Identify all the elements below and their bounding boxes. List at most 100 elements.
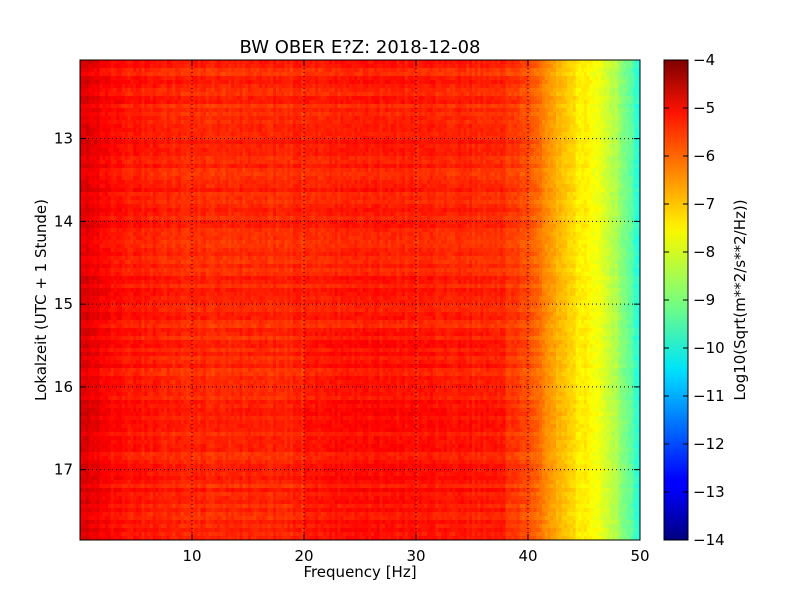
- heatmap-cell: [438, 104, 441, 108]
- heatmap-cell: [520, 140, 523, 144]
- heatmap-cell: [88, 108, 91, 112]
- heatmap-cell: [461, 148, 464, 152]
- heatmap-cell: [94, 112, 97, 116]
- heatmap-cell: [245, 136, 248, 140]
- heatmap-cell: [273, 112, 276, 116]
- heatmap-cell: [220, 88, 223, 92]
- heatmap-cell: [606, 112, 609, 116]
- heatmap-cell: [279, 156, 282, 160]
- heatmap-cell: [520, 100, 523, 104]
- heatmap-cell: [338, 88, 341, 92]
- heatmap-cell: [315, 88, 318, 92]
- heatmap-cell: [349, 84, 352, 88]
- heatmap-cell: [478, 96, 481, 100]
- heatmap-cell: [438, 60, 441, 64]
- heatmap-cell: [438, 156, 441, 160]
- heatmap-cell: [357, 128, 360, 132]
- heatmap-cell: [290, 80, 293, 84]
- heatmap-cell: [338, 116, 341, 120]
- heatmap-cell: [226, 92, 229, 96]
- heatmap-cell: [595, 148, 598, 152]
- heatmap-cell: [354, 84, 357, 88]
- heatmap-cell: [531, 92, 534, 96]
- heatmap-cell: [550, 104, 553, 108]
- heatmap-cell: [587, 144, 590, 148]
- heatmap-cell: [497, 88, 500, 92]
- heatmap-cell: [108, 156, 111, 160]
- heatmap-cell: [438, 72, 441, 76]
- heatmap-cell: [466, 128, 469, 132]
- heatmap-cell: [363, 144, 366, 148]
- heatmap-cell: [167, 148, 170, 152]
- heatmap-cell: [598, 108, 601, 112]
- heatmap-cell: [514, 96, 517, 100]
- heatmap-cell: [500, 108, 503, 112]
- heatmap-cell: [111, 148, 114, 152]
- heatmap-cell: [584, 88, 587, 92]
- heatmap-cell: [105, 72, 108, 76]
- heatmap-cell: [629, 132, 632, 136]
- heatmap-cell: [576, 140, 579, 144]
- heatmap-cell: [360, 112, 363, 116]
- heatmap-cell: [346, 100, 349, 104]
- heatmap-cell: [604, 144, 607, 148]
- heatmap-cell: [94, 124, 97, 128]
- heatmap-cell: [245, 132, 248, 136]
- heatmap-cell: [380, 112, 383, 116]
- heatmap-cell: [133, 116, 136, 120]
- heatmap-cell: [444, 68, 447, 72]
- heatmap-cell: [503, 84, 506, 88]
- heatmap-cell: [595, 144, 598, 148]
- heatmap-cell: [629, 144, 632, 148]
- heatmap-cell: [170, 140, 173, 144]
- heatmap-cell: [256, 84, 259, 88]
- heatmap-cell: [170, 80, 173, 84]
- heatmap-cell: [604, 100, 607, 104]
- heatmap-cell: [340, 140, 343, 144]
- heatmap-cell: [88, 156, 91, 160]
- heatmap-cell: [469, 76, 472, 80]
- heatmap-cell: [248, 120, 251, 124]
- heatmap-cell: [254, 120, 257, 124]
- heatmap-cell: [186, 88, 189, 92]
- heatmap-cell: [464, 156, 467, 160]
- heatmap-cell: [497, 64, 500, 68]
- heatmap-cell: [329, 64, 332, 68]
- heatmap-cell: [573, 136, 576, 140]
- heatmap-cell: [590, 96, 593, 100]
- heatmap-cell: [436, 104, 439, 108]
- heatmap-cell: [531, 148, 534, 152]
- heatmap-cell: [534, 152, 537, 156]
- heatmap-cell: [262, 88, 265, 92]
- heatmap-cell: [380, 76, 383, 80]
- heatmap-cell: [254, 140, 257, 144]
- heatmap-cell: [315, 152, 318, 156]
- heatmap-cell: [455, 100, 458, 104]
- heatmap-cell: [175, 104, 178, 108]
- heatmap-cell: [284, 88, 287, 92]
- heatmap-cell: [444, 60, 447, 64]
- heatmap-cell: [542, 68, 545, 72]
- heatmap-cell: [108, 116, 111, 120]
- heatmap-cell: [287, 112, 290, 116]
- heatmap-cell: [601, 80, 604, 84]
- heatmap-cell: [506, 152, 509, 156]
- heatmap-cell: [181, 92, 184, 96]
- heatmap-cell: [147, 108, 150, 112]
- heatmap-cell: [321, 64, 324, 68]
- heatmap-cell: [581, 96, 584, 100]
- heatmap-cell: [88, 100, 91, 104]
- heatmap-cell: [335, 88, 338, 92]
- heatmap-cell: [200, 140, 203, 144]
- heatmap-cell: [209, 60, 212, 64]
- heatmap-cell: [592, 152, 595, 156]
- heatmap-cell: [480, 72, 483, 76]
- heatmap-cell: [483, 140, 486, 144]
- heatmap-cell: [419, 128, 422, 132]
- heatmap-cell: [175, 156, 178, 160]
- heatmap-cell: [161, 116, 164, 120]
- heatmap-cell: [256, 140, 259, 144]
- heatmap-cell: [186, 100, 189, 104]
- heatmap-cell: [122, 120, 125, 124]
- heatmap-cell: [503, 152, 506, 156]
